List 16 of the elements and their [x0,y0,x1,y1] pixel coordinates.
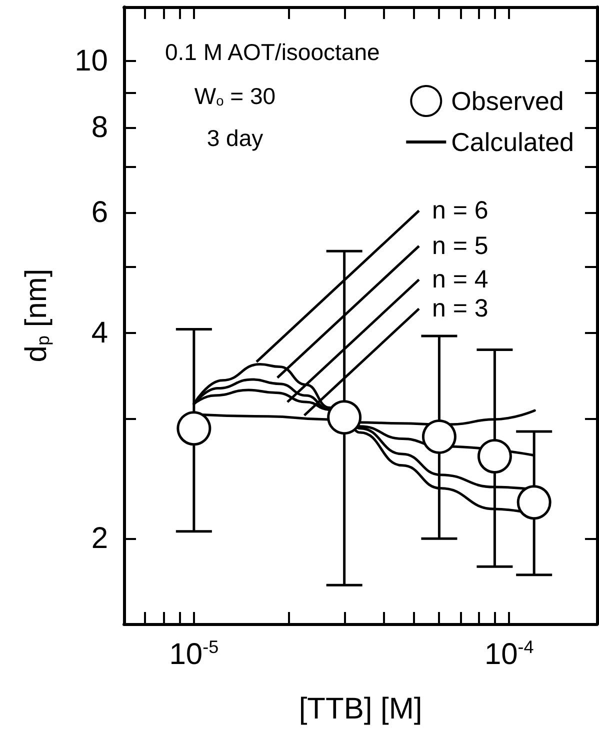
y-tick-label: 10 [74,44,108,78]
annotation: Wo = 30 [194,83,276,109]
legend-label: Calculated [451,127,574,157]
y-axis-title: dp [nm] [20,268,53,362]
annotation: 3 day [206,125,264,151]
annotation: n = 4 [432,266,488,294]
x-axis-title: [TTB] [M] [298,692,422,726]
legend-label: Observed [451,86,564,116]
y-tick-label: 2 [91,522,108,556]
y-tick-label: 6 [91,196,108,230]
annotation: 0.1 M AOT/isooctane [165,39,380,65]
y-tick-label: 8 [91,110,108,144]
y-tick-label: 4 [91,316,108,350]
annotation: n = 6 [432,196,488,225]
annotation: n = 5 [432,232,488,260]
annotation: n = 3 [432,294,488,323]
